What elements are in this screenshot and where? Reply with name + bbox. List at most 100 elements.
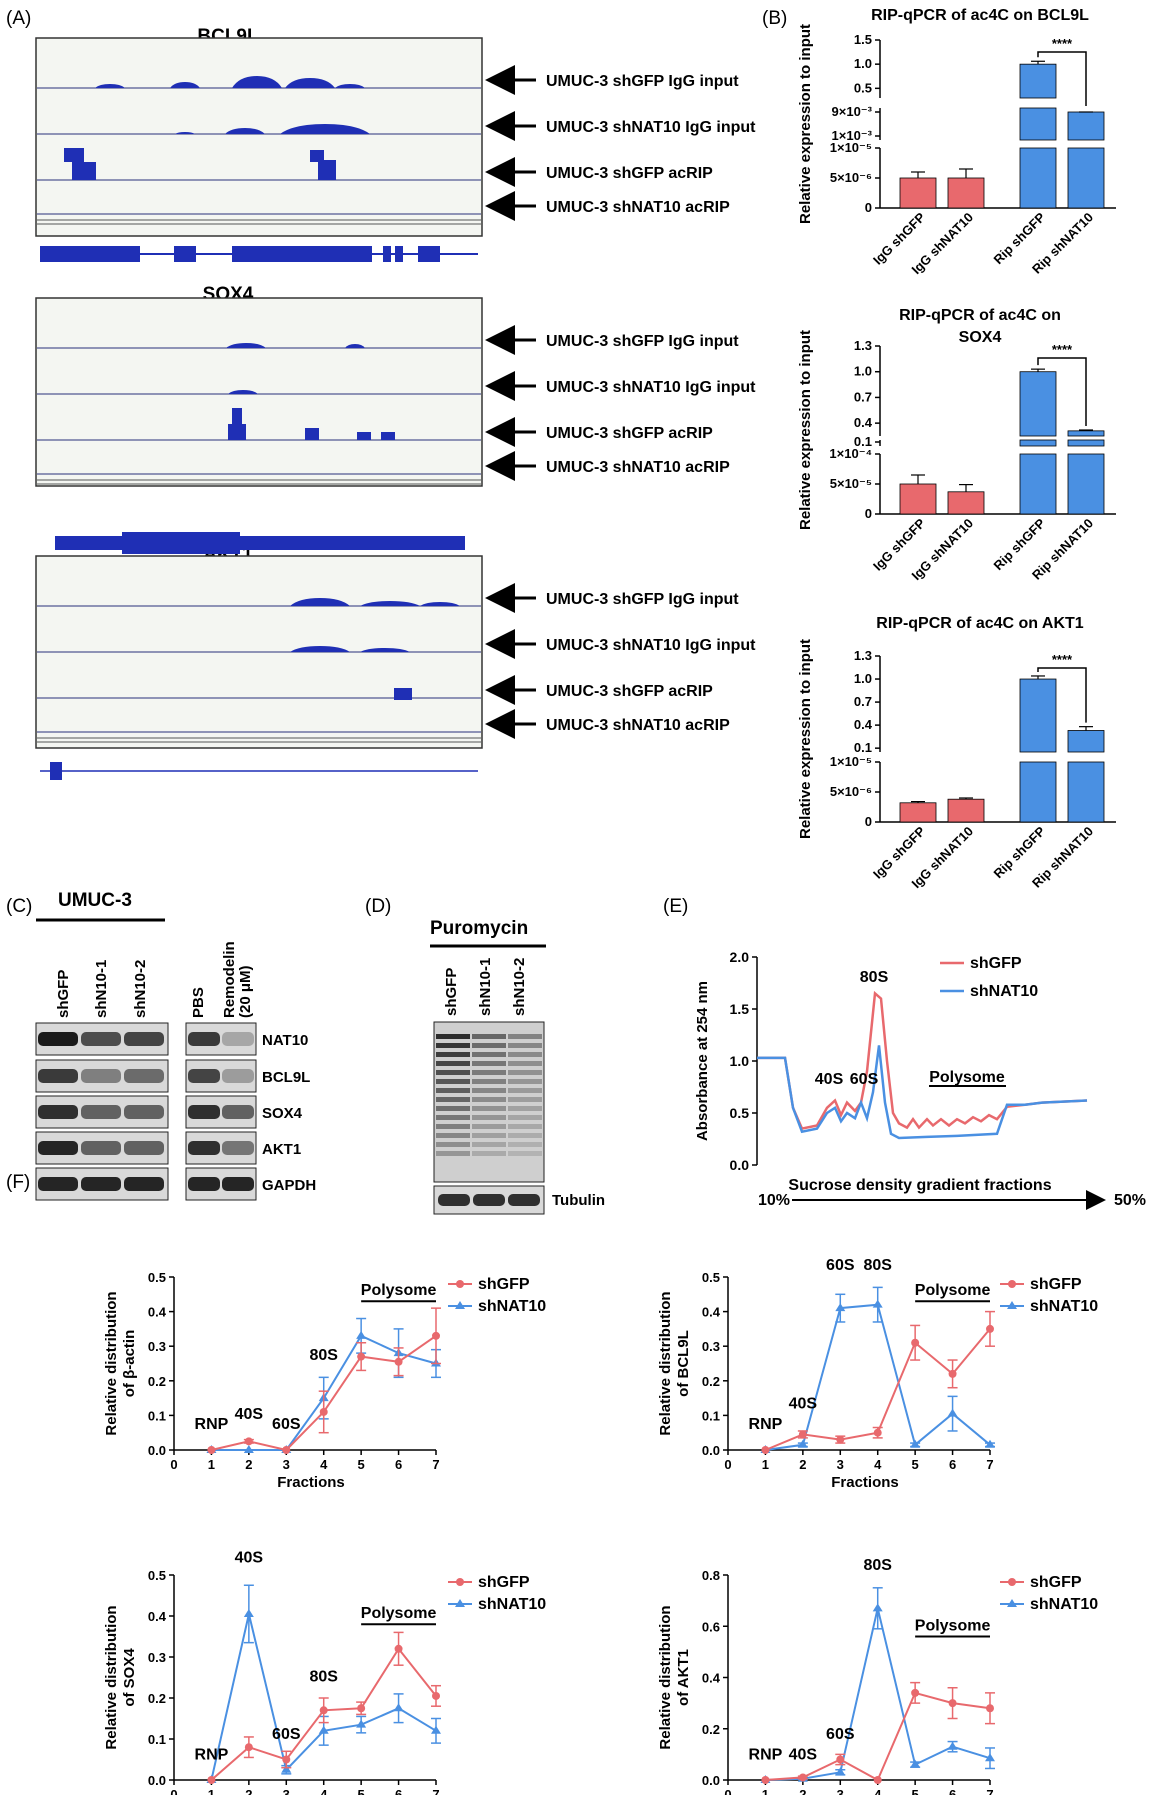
point-shgfp: [432, 1331, 440, 1340]
profile-shnat10: [757, 1045, 1088, 1140]
smear-band: [508, 1079, 542, 1084]
lane-label: shN10-1: [477, 958, 494, 1016]
smear-band: [472, 1097, 506, 1102]
smear-band: [508, 1124, 542, 1129]
band: [222, 1177, 254, 1191]
smear-band: [472, 1079, 506, 1084]
y-tick-label: 0: [865, 506, 872, 521]
fraction-annotation: 60S: [826, 1257, 855, 1274]
legend-shnat10: shNAT10: [1030, 1298, 1098, 1315]
protein-label: AKT1: [262, 1141, 301, 1158]
rip-ylabel: Relative expression to input: [797, 24, 814, 224]
band: [188, 1141, 220, 1155]
peak-40s: 40S: [815, 1071, 844, 1088]
f-y-tick-label: 0.0: [702, 1773, 720, 1788]
point-shgfp: [282, 1755, 291, 1764]
point-shnat10: [910, 1759, 921, 1768]
legend-marker-shgfp: [1008, 1280, 1016, 1288]
fraction-annotation: RNP: [749, 1416, 783, 1433]
y-tick-label: 1.3: [854, 338, 872, 353]
exon: [100, 246, 140, 262]
rip-ylabel: Relative expression to input: [797, 330, 814, 530]
cell-line-label: UMUC-3: [58, 890, 132, 911]
series-line-shGFP: [765, 1691, 991, 1782]
point-shnat10: [835, 1303, 846, 1312]
f-y-tick-label: 0.2: [702, 1722, 720, 1737]
panel-label-b: (B): [762, 8, 787, 29]
bar: [1019, 147, 1057, 209]
point-shgfp: [761, 1446, 770, 1454]
blot-box: [185, 1022, 257, 1056]
track-box: [35, 37, 483, 237]
fraction-annotation: 60S: [826, 1726, 855, 1743]
f-x-tick-label: 3: [283, 1787, 290, 1795]
point-shnat10: [872, 1603, 883, 1612]
smear-band: [508, 1115, 542, 1120]
y-tick-label: 0.5: [854, 80, 872, 95]
legend-shnat10: shNAT10: [1030, 1596, 1098, 1613]
y-tick-label: 1×10⁻³: [832, 128, 873, 143]
f-y-tick-label: 0.0: [148, 1773, 166, 1788]
f-x-tick-label: 2: [245, 1787, 252, 1795]
f-x-tick-label: 0: [724, 1787, 731, 1795]
rip-title: SOX4: [959, 329, 1002, 346]
bar: [1019, 63, 1057, 99]
point-shnat10: [281, 1764, 292, 1773]
track-box: [35, 297, 483, 487]
f-y-tick-label: 0.5: [702, 1270, 720, 1285]
e-xlabel: Sucrose density gradient fractions: [788, 1177, 1051, 1194]
point-shnat10: [985, 1439, 995, 1448]
point-shgfp: [873, 1428, 882, 1437]
significance-bracket: [1037, 51, 1087, 106]
point-shnat10: [835, 1767, 846, 1776]
point-shnat10: [872, 1299, 883, 1308]
smear-band: [508, 1061, 542, 1066]
panel-b-rip-qpcr: RIP-qPCR of ac4C on BCL9L Relative expres…: [797, 7, 1116, 891]
f-x-tick-label: 2: [799, 1457, 806, 1472]
lane-label: PBS: [190, 987, 207, 1018]
signal-peak: [280, 124, 370, 134]
f-x-tick-label: 6: [949, 1457, 956, 1472]
band: [38, 1105, 78, 1119]
legend-marker-shnat10: [455, 1599, 465, 1607]
legend-shnat10: shNAT10: [478, 1298, 546, 1315]
y-tick-label: 0: [865, 200, 872, 215]
legend-shnat10: shNAT10: [970, 983, 1038, 1000]
f-ylabel-line2: of SOX4: [121, 1648, 138, 1707]
significance-bracket: [1037, 667, 1087, 723]
fraction-annotation: 80S: [309, 1347, 338, 1364]
smear-band: [436, 1124, 470, 1129]
y-tick-label: 1×10⁻⁵: [830, 754, 872, 769]
fraction-annotation: RNP: [749, 1747, 783, 1764]
bar: [947, 491, 985, 515]
fraction-annotation: RNP: [195, 1747, 229, 1764]
f-x-tick-label: 4: [320, 1457, 328, 1472]
signal-peak: [232, 76, 282, 88]
legend-marker-shgfp: [1008, 1578, 1016, 1586]
band: [38, 1177, 78, 1191]
point-shgfp: [986, 1324, 994, 1333]
e-y-tick-label: 0.5: [730, 1105, 750, 1121]
point-shgfp: [207, 1446, 216, 1454]
exon: [395, 246, 403, 262]
point-shnat10: [356, 1719, 367, 1728]
signal-peak: [360, 601, 420, 606]
f-x-tick-label: 5: [912, 1457, 919, 1472]
protein-label: GAPDH: [262, 1177, 316, 1194]
band: [124, 1069, 164, 1083]
f-y-tick-label: 0.3: [148, 1650, 166, 1665]
f-x-tick-label: 7: [986, 1457, 993, 1472]
peak-80s: 80S: [860, 969, 889, 986]
point-shnat10: [947, 1741, 958, 1750]
f-y-tick-label: 0.5: [148, 1568, 166, 1583]
fraction-annotation: 40S: [235, 1406, 264, 1423]
exon: [232, 246, 372, 262]
fraction-annotation: 40S: [235, 1550, 264, 1567]
bar: [1019, 678, 1057, 753]
point-shgfp: [319, 1407, 328, 1416]
point-shnat10: [243, 1445, 254, 1453]
y-tick-label: 0.4: [854, 415, 873, 430]
f-y-tick-label: 0.4: [702, 1305, 721, 1320]
f-x-tick-label: 7: [986, 1787, 993, 1795]
band: [81, 1105, 121, 1119]
